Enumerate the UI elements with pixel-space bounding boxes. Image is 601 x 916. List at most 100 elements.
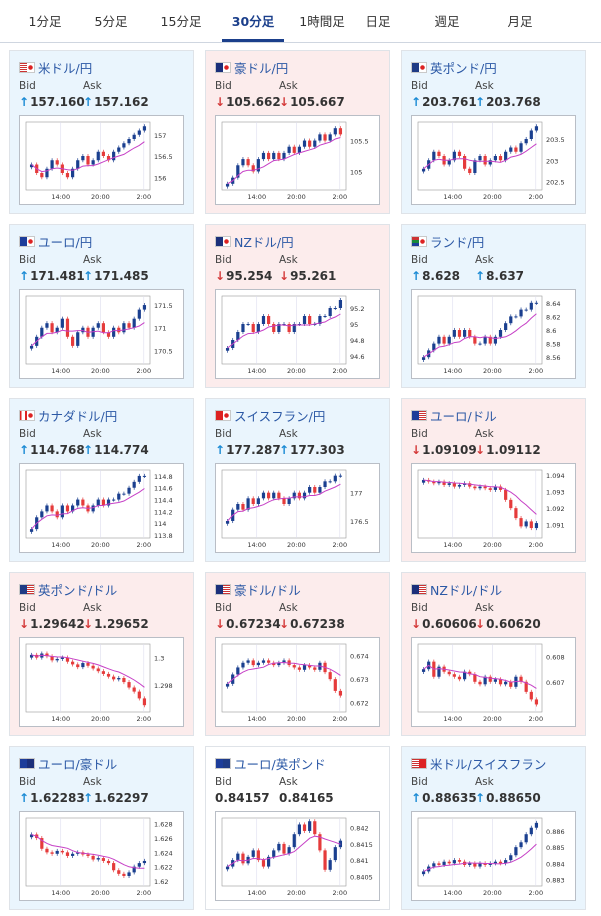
pair-name-link[interactable]: ユーロ/豪ドル bbox=[38, 756, 118, 772]
rate-card[interactable]: 米ドル/スイスフラン Bid Ask ↑0.88635 ↑0.88650 0.886 0.8… bbox=[401, 746, 586, 910]
jp-flag-icon bbox=[223, 62, 230, 72]
pair-name-link[interactable]: 豪ドル/円 bbox=[234, 60, 289, 76]
pair-name-link[interactable]: 豪ドル/ドル bbox=[234, 582, 301, 598]
candle-body bbox=[488, 676, 492, 682]
tab-1[interactable]: 5分足 bbox=[94, 14, 128, 29]
rate-card[interactable]: ユーロ/円 Bid Ask ↑171.481 ↑171.485 171.5 171 170.5… bbox=[9, 224, 194, 388]
candle-body bbox=[504, 323, 508, 330]
mini-chart[interactable]: 0.674 0.673 0.672 14:00 20:00 2:00 bbox=[215, 637, 380, 727]
rate-card[interactable]: NZドル/円 Bid Ask ↓95.254 ↓95.261 95.2 95 94.8 94.6… bbox=[205, 224, 390, 388]
rate-card[interactable]: 豪ドル/円 Bid Ask ↓105.662 ↓105.667 105.5 105 14:00… bbox=[205, 50, 390, 214]
rate-card[interactable]: NZドル/ドル Bid Ask ↓0.60606 ↓0.60620 0.608 0.607 1… bbox=[401, 572, 586, 736]
candle-body bbox=[81, 499, 85, 506]
au-flag-icon bbox=[216, 62, 223, 72]
candle-body bbox=[483, 486, 487, 489]
moving-average-line bbox=[227, 137, 341, 185]
mini-chart[interactable]: 157 156.5 156 14:00 20:00 2:00 bbox=[19, 115, 184, 205]
pair-name-link[interactable]: ユーロ/ドル bbox=[430, 408, 497, 424]
x-tick-label: 20:00 bbox=[287, 715, 306, 723]
candle-body bbox=[437, 863, 441, 865]
candle-body bbox=[457, 860, 462, 862]
tab-2[interactable]: 15分足 bbox=[160, 14, 202, 29]
bid-label: Bid bbox=[19, 254, 36, 266]
mini-chart[interactable]: 105.5 105 14:00 20:00 2:00 bbox=[215, 115, 380, 205]
rate-card[interactable]: 豪ドル/ドル Bid Ask ↓0.67234 ↓0.67238 0.674 0.673 0.… bbox=[205, 572, 390, 736]
x-tick-label: 14:00 bbox=[443, 367, 462, 375]
candle-body bbox=[452, 483, 456, 487]
candle-body bbox=[40, 327, 44, 337]
mini-chart[interactable]: 177 176.5 14:00 20:00 2:00 bbox=[215, 463, 380, 553]
arrow-up-icon: ↑ bbox=[411, 95, 422, 109]
rate-card[interactable]: ユーロ/豪ドル Bid Ask ↑1.62283 ↑1.62297 1.628 1.626 1… bbox=[9, 746, 194, 910]
ask-price: ↑157.162 bbox=[83, 95, 149, 109]
tab-7[interactable]: 月足 bbox=[507, 14, 533, 29]
mini-chart[interactable]: 8.64 8.62 8.6 8.58 8.56 14:00 20:00 2:00 bbox=[411, 289, 576, 379]
rate-card[interactable]: スイスフラン/円 Bid Ask ↑177.287 ↑177.303 177 176.5 14… bbox=[205, 398, 390, 562]
tab-0[interactable]: 1分足 bbox=[28, 14, 62, 29]
mini-chart[interactable]: 171.5 171 170.5 14:00 20:00 2:00 bbox=[19, 289, 184, 379]
pair-name-link[interactable]: NZドル/円 bbox=[234, 234, 294, 250]
candle-body bbox=[251, 660, 255, 666]
candle-body bbox=[55, 327, 59, 333]
candle-body bbox=[60, 318, 64, 328]
pair-header: 英ポンド/ドル bbox=[19, 581, 118, 598]
pair-name-link[interactable]: 米ドル/スイスフラン bbox=[430, 756, 547, 772]
rate-card[interactable]: ユーロ/英ポンド Bid Ask 0.84157 0.84165 0.842 0.8415 0… bbox=[205, 746, 390, 910]
pair-name-link[interactable]: カナダドル/円 bbox=[38, 408, 118, 424]
tab-5[interactable]: 日足 bbox=[365, 14, 391, 29]
mini-chart[interactable]: 1.094 1.093 1.092 1.091 14:00 20:00 2:00 bbox=[411, 463, 576, 553]
bid-label: Bid bbox=[19, 428, 36, 440]
pair-name-link[interactable]: 米ドル/円 bbox=[38, 60, 93, 76]
tab-4[interactable]: 1時間足 bbox=[299, 14, 345, 29]
candle-body bbox=[142, 860, 147, 864]
candle-body bbox=[225, 866, 230, 870]
rate-card[interactable]: 英ポンド/ドル Bid Ask ↓1.29642 ↓1.29652 1.3 1.298 14:… bbox=[9, 572, 194, 736]
ask-label: Ask bbox=[475, 254, 494, 266]
candle-body bbox=[292, 834, 296, 848]
ask-label: Ask bbox=[279, 254, 298, 266]
pair-name-link[interactable]: NZドル/ドル bbox=[430, 582, 503, 598]
candle-body bbox=[297, 824, 301, 835]
mini-chart[interactable]: 114.8 114.6 114.4 114.2 114 113.8 14:00 20:00 2:… bbox=[19, 463, 184, 553]
candle-body bbox=[313, 140, 317, 147]
rate-card[interactable]: 米ドル/円 Bid Ask ↑157.160 ↑157.162 157 156.5 156 14… bbox=[9, 50, 194, 214]
rate-card[interactable]: ユーロ/ドル Bid Ask ↓1.09109 ↓1.09112 1.094 1.093 1.… bbox=[401, 398, 586, 562]
arrow-down-icon: ↓ bbox=[19, 617, 30, 631]
candle-body bbox=[256, 159, 260, 172]
candle-body bbox=[241, 662, 245, 668]
pair-name-link[interactable]: ユーロ/円 bbox=[38, 234, 93, 250]
pair-name-link[interactable]: ランド/円 bbox=[430, 234, 485, 250]
candle-body bbox=[96, 668, 100, 672]
tab-6[interactable]: 週足 bbox=[434, 14, 460, 29]
rate-card[interactable]: カナダドル/円 Bid Ask ↑114.768 ↑114.774 114.8 114.6 1… bbox=[9, 398, 194, 562]
y-tick-label: 0.674 bbox=[350, 653, 369, 661]
mini-chart[interactable]: 0.886 0.885 0.884 0.883 14:00 20:00 2:00 bbox=[411, 811, 576, 901]
candle-body bbox=[91, 505, 95, 512]
mini-chart[interactable]: 1.3 1.298 14:00 20:00 2:00 bbox=[19, 637, 184, 727]
candle-body bbox=[45, 653, 49, 657]
candle-body bbox=[308, 821, 312, 831]
rate-card[interactable]: 英ポンド/円 Bid Ask ↑203.761 ↑203.768 203.5 203 202.… bbox=[401, 50, 586, 214]
ch-flag-icon bbox=[419, 758, 426, 768]
candle-body bbox=[333, 128, 337, 135]
mini-chart[interactable]: 0.608 0.607 14:00 20:00 2:00 bbox=[411, 637, 576, 727]
candle-body bbox=[463, 156, 467, 169]
pair-name-link[interactable]: 英ポンド/円 bbox=[430, 60, 497, 76]
mini-chart[interactable]: 95.2 95 94.8 94.6 14:00 20:00 2:00 bbox=[215, 289, 380, 379]
mini-chart[interactable]: 1.628 1.626 1.624 1.622 1.62 14:00 20:00 2:00 bbox=[19, 811, 184, 901]
pair-name-link[interactable]: スイスフラン/円 bbox=[234, 408, 326, 424]
pair-name-link[interactable]: ユーロ/英ポンド bbox=[234, 756, 326, 772]
mini-chart[interactable]: 203.5 203 202.5 14:00 20:00 2:00 bbox=[411, 115, 576, 205]
tab-3[interactable]: 30分足 bbox=[222, 0, 284, 42]
rate-card[interactable]: ランド/円 Bid Ask ↑8.628 ↑8.637 8.64 8.62 8.6 8.58 8.… bbox=[401, 224, 586, 388]
candle-body bbox=[91, 160, 95, 165]
candle-body bbox=[132, 687, 136, 692]
y-tick-label: 105.5 bbox=[350, 138, 369, 146]
pair-name-link[interactable]: 英ポンド/ドル bbox=[38, 582, 118, 598]
mini-chart[interactable]: 0.842 0.8415 0.841 0.8405 14:00 20:00 2:00 bbox=[215, 811, 380, 901]
y-tick-label: 0.672 bbox=[350, 700, 369, 708]
y-tick-label: 1.62 bbox=[154, 878, 168, 886]
x-tick-label: 14:00 bbox=[443, 193, 462, 201]
candle-body bbox=[55, 160, 59, 165]
candle-body bbox=[65, 173, 70, 178]
